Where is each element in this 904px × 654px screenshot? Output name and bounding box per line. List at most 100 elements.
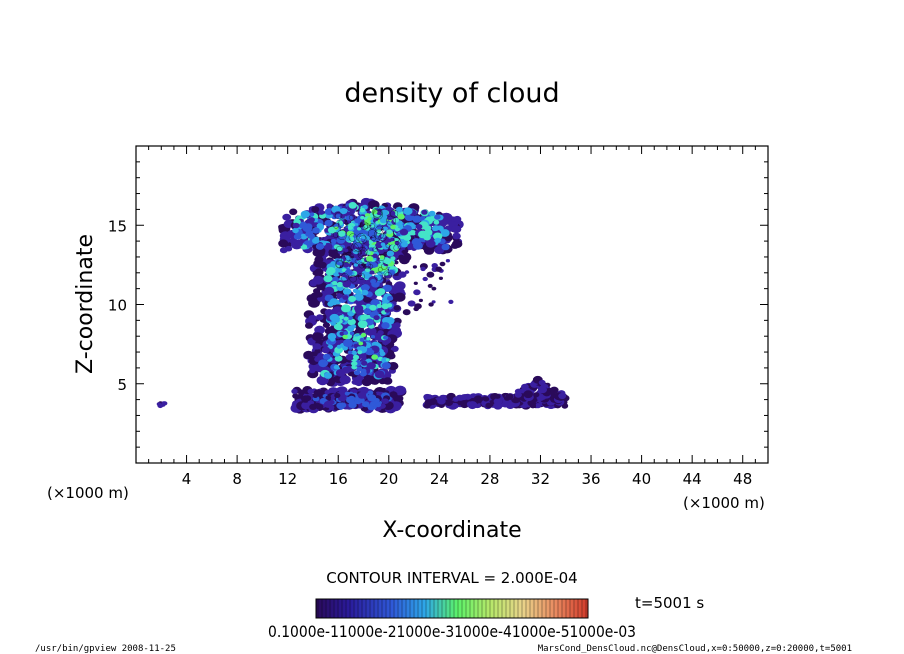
cloud-cell (393, 260, 399, 265)
cloud-cell (495, 398, 503, 405)
contour-line (373, 208, 382, 218)
contour-line (357, 272, 365, 280)
cloud-cell (342, 345, 348, 351)
cloud-cell (315, 243, 325, 250)
contour-line (372, 246, 378, 253)
cloud-cell (304, 395, 312, 402)
cloud-cell (357, 391, 367, 399)
cloud-cell (388, 269, 395, 276)
y-tick-label: 5 (117, 376, 127, 394)
cloud-cell (347, 315, 353, 320)
contour-line (336, 245, 343, 253)
y-axis-label: Z-coordinate (73, 234, 98, 374)
cloud-cell (431, 300, 436, 304)
cloud-cell (307, 233, 315, 240)
x-axis-label: X-coordinate (382, 518, 521, 543)
cloud-cell (413, 281, 418, 285)
cloud-cell (379, 214, 388, 221)
cloud-cell (347, 350, 353, 355)
cloud-cell (366, 255, 374, 262)
cloud-cell (314, 248, 325, 258)
contour-line (357, 249, 367, 259)
cloud-cell (308, 217, 315, 223)
colorbar-labels: 0.1000e-11000e-21000e-31000e-41000e-5100… (268, 622, 636, 641)
cloud-cell (533, 392, 540, 398)
cloud-cell (334, 393, 341, 398)
cloud-cell (342, 288, 352, 295)
cloud-cell (369, 329, 376, 335)
contour-line (350, 243, 359, 252)
cloud-cell (362, 379, 370, 386)
cloud-cell (352, 248, 360, 255)
contour-line (386, 215, 396, 226)
cloud-cell (343, 316, 349, 321)
cloud-cell (379, 255, 385, 260)
cloud-cell (360, 284, 370, 292)
cloud-cell (370, 335, 376, 339)
contour-line (338, 218, 348, 229)
cloud-cell (355, 242, 362, 248)
cloud-cell (390, 244, 398, 251)
cloud-cell (418, 298, 423, 303)
cloud-cell (367, 390, 374, 396)
cloud-cell (453, 215, 462, 223)
cloud-cell (347, 318, 356, 326)
cloud-cell (351, 324, 357, 329)
cloud-cell (421, 209, 428, 215)
cloud-cell (386, 214, 394, 221)
cloud-cell (318, 359, 328, 368)
cloud-cell (314, 356, 321, 362)
cloud-cell (364, 328, 369, 333)
y-tick-label: 15 (108, 217, 127, 235)
cloud-cell (353, 231, 362, 238)
contour-line (354, 259, 360, 264)
cloud-cell (380, 242, 386, 247)
x-tick-label: 28 (480, 470, 499, 488)
cloud-cell (389, 391, 398, 398)
cloud-cell (434, 214, 441, 220)
cloud-cell (422, 276, 428, 282)
cloud-cell (291, 388, 298, 394)
cloud-cell (403, 207, 413, 215)
cloud-cell (361, 289, 369, 296)
cloud-cell (372, 253, 378, 258)
cloud-cell (376, 303, 382, 309)
plot-frame (135, 145, 769, 464)
contour-line (335, 260, 344, 268)
cloud-cell (313, 343, 322, 350)
cloud-cell (330, 238, 337, 244)
cloud-cell (440, 212, 453, 223)
x-tick-label: 24 (430, 470, 449, 488)
cloud-cell (312, 275, 324, 285)
cloud-cell (414, 303, 422, 310)
cloud-field (156, 197, 570, 414)
x-tick-label: 8 (232, 470, 242, 488)
cloud-cell (334, 346, 343, 354)
contour-interval-label: CONTOUR INTERVAL = 2.000E-04 (326, 569, 577, 587)
cloud-cell (375, 402, 382, 408)
cloud-cell (386, 250, 395, 257)
cloud-cell (345, 237, 351, 242)
cloud-cell (322, 353, 331, 360)
cloud-cell (308, 314, 317, 322)
contour-line (372, 207, 383, 218)
x-tick-label: 44 (683, 470, 702, 488)
contour-line (380, 263, 388, 270)
cloud-cell (323, 400, 333, 408)
cloud-cell (331, 276, 340, 283)
cloud-cell (348, 346, 353, 350)
cloud-cell (342, 295, 349, 300)
cloud-cell (523, 390, 533, 399)
cloud-cell (328, 379, 336, 385)
cloud-cell (343, 339, 353, 347)
cloud-cell (444, 399, 454, 406)
cloud-cell (354, 293, 364, 301)
cloud-cell (344, 269, 353, 276)
cloud-cell (558, 392, 567, 400)
cloud-cell (336, 403, 342, 408)
cloud-cell (413, 241, 423, 250)
cloud-cell (367, 216, 372, 221)
contour-line (375, 225, 384, 234)
cloud-cell (329, 298, 339, 306)
colorbar (315, 598, 589, 619)
